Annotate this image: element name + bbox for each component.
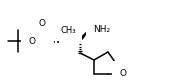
Text: CH₃: CH₃ [60,25,76,35]
Text: O: O [29,37,35,45]
Text: NH₂: NH₂ [93,24,110,34]
Polygon shape [79,29,90,41]
Text: N: N [52,36,58,44]
Text: O: O [119,68,126,78]
Text: O: O [39,19,45,27]
